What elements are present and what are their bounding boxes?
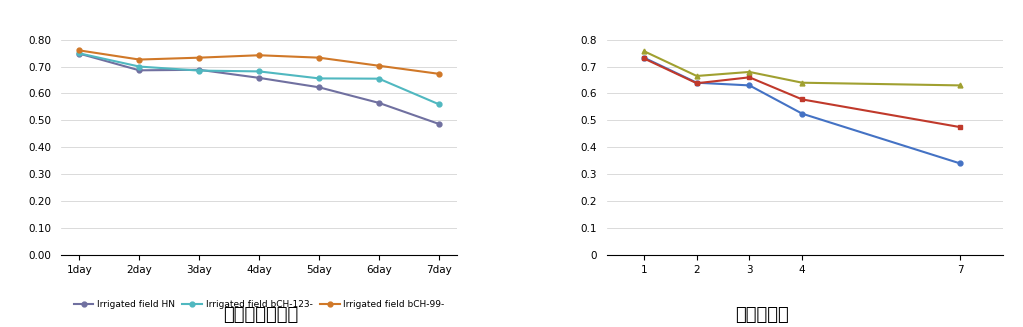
Irrigated field HN [74, 52, 86, 56]
Irrigated field bCH-123- [74, 51, 86, 55]
35S-bCH-99- [638, 49, 651, 53]
Irrigated field bCH-123- [133, 65, 145, 69]
Text: ＜최고분열기＞: ＜최고분열기＞ [223, 306, 299, 324]
Irrigated field HN [253, 76, 265, 80]
35S-bCH-99- [796, 81, 808, 85]
WT-HN [691, 81, 703, 85]
Glb-bCH-123- [796, 97, 808, 101]
Glb-bCH-123- [954, 125, 967, 129]
Line: Irrigated field HN: Irrigated field HN [77, 51, 441, 126]
Line: 35S-bCH-99-: 35S-bCH-99- [641, 49, 963, 88]
Glb-bCH-123- [691, 81, 703, 85]
WT-HN [796, 112, 808, 116]
35S-bCH-99- [954, 83, 967, 87]
Irrigated field HN [133, 68, 145, 72]
WT-HN [744, 83, 756, 87]
Irrigated field HN [433, 122, 445, 126]
Irrigated field bCH-99- [433, 72, 445, 76]
Irrigated field bCH-123- [433, 102, 445, 106]
35S-bCH-99- [744, 70, 756, 74]
Line: WT-HN: WT-HN [641, 55, 963, 166]
Irrigated field bCH-99- [313, 56, 325, 60]
Irrigated field bCH-123- [372, 77, 385, 81]
WT-HN [638, 56, 651, 60]
Legend: Irrigated field HN, Irrigated field bCH-123-, Irrigated field bCH-99-: Irrigated field HN, Irrigated field bCH-… [70, 296, 448, 312]
Text: ＜출수기＞: ＜출수기＞ [736, 306, 789, 324]
Irrigated field bCH-99- [133, 58, 145, 61]
WT-HN [954, 162, 967, 165]
Glb-bCH-123- [638, 57, 651, 60]
Irrigated field HN [372, 101, 385, 105]
Glb-bCH-123- [744, 75, 756, 79]
35S-bCH-99- [691, 74, 703, 78]
Irrigated field HN [193, 68, 206, 72]
Irrigated field HN [313, 85, 325, 89]
Line: Irrigated field bCH-99-: Irrigated field bCH-99- [77, 48, 441, 76]
Irrigated field bCH-99- [74, 48, 86, 52]
Line: Irrigated field bCH-123-: Irrigated field bCH-123- [77, 51, 441, 107]
Irrigated field bCH-123- [253, 69, 265, 73]
Irrigated field bCH-99- [253, 53, 265, 57]
Irrigated field bCH-123- [193, 69, 206, 73]
Irrigated field bCH-99- [193, 56, 206, 60]
Irrigated field bCH-99- [372, 64, 385, 68]
Line: Glb-bCH-123-: Glb-bCH-123- [641, 56, 963, 129]
Irrigated field bCH-123- [313, 77, 325, 80]
